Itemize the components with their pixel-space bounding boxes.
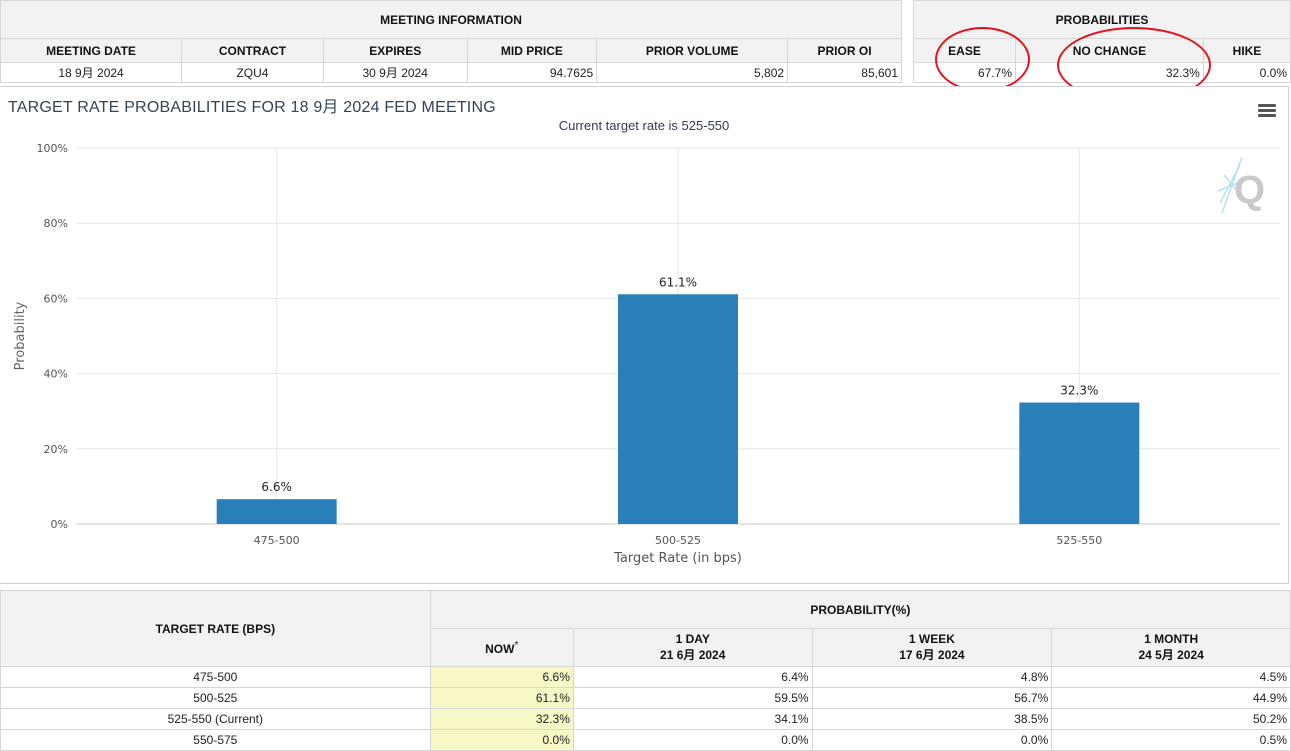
chart-panel: 0% 20% 40% 60% 80% 100% 6.6% 475-500 61.1% 500-52… — [0, 86, 1289, 584]
col-now: NOW* — [429, 628, 574, 667]
y-tick-label: 60% — [44, 292, 68, 305]
col-contract: CONTRACT — [181, 38, 324, 63]
one-day-cell: 6.4% — [572, 666, 813, 688]
data-label: 61.1% — [659, 275, 697, 289]
rate-cell: 525-550 (Current) — [0, 708, 431, 730]
now-cell: 6.6% — [429, 666, 574, 688]
x-tick-label: 475-500 — [254, 534, 300, 547]
probability-history-table: TARGET RATE (BPS) PROBABILITY(%) NOW* 1 … — [0, 590, 1291, 751]
y-tick-label: 80% — [44, 217, 68, 230]
one-week-cell: 0.0% — [811, 729, 1053, 751]
table-row: 475-500 6.6% 6.4% 4.8% 4.5% — [0, 666, 1291, 688]
table-row: 500-525 61.1% 59.5% 56.7% 44.9% — [0, 687, 1291, 709]
now-cell: 0.0% — [429, 729, 574, 751]
one-week-cell: 56.7% — [811, 687, 1053, 709]
data-label: 6.6% — [261, 480, 292, 494]
col-1-day: 1 DAY 21 6月 2024 — [572, 628, 813, 667]
probability-bar-chart: 0% 20% 40% 60% 80% 100% 6.6% 475-500 61.1% 500-52… — [13, 142, 1280, 566]
bar — [618, 294, 738, 524]
mid-price-value: 94.7625 — [466, 62, 598, 83]
y-tick-label: 40% — [44, 368, 68, 381]
col-1-week: 1 WEEK 17 6月 2024 — [811, 628, 1053, 667]
chart-subtitle: Current target rate is 525-550 — [558, 118, 730, 133]
col-ease: EASE — [913, 38, 1016, 63]
meeting-info-title: MEETING INFORMATION — [0, 0, 902, 39]
now-cell: 32.3% — [429, 708, 574, 730]
rate-cell: 500-525 — [0, 687, 431, 709]
probabilities-title: PROBABILITIES — [913, 0, 1291, 39]
col-prior-volume: PRIOR VOLUME — [596, 38, 789, 63]
col-meeting-date: MEETING DATE — [0, 38, 183, 63]
col-hike: HIKE — [1202, 38, 1291, 63]
hike-value: 0.0% — [1202, 62, 1291, 83]
prior-volume-value: 5,802 — [596, 62, 789, 83]
col-mid-price: MID PRICE — [466, 38, 598, 63]
now-cell: 61.1% — [429, 687, 574, 709]
one-month-cell: 0.5% — [1051, 729, 1291, 751]
one-month-cell: 44.9% — [1051, 687, 1291, 709]
expires-value: 30 9月 2024 — [322, 62, 468, 83]
data-label: 32.3% — [1060, 384, 1098, 398]
y-tick-label: 20% — [44, 443, 68, 456]
col-expires: EXPIRES — [322, 38, 468, 63]
rate-cell: 550-575 — [0, 729, 431, 751]
one-week-cell: 4.8% — [811, 666, 1053, 688]
probabilities-table: PROBABILITIES EASE NO CHANGE HIKE 67.7% … — [913, 0, 1291, 83]
y-tick-label: 100% — [37, 142, 68, 155]
target-rate-header: TARGET RATE (BPS) — [0, 590, 431, 667]
table-row: 525-550 (Current) 32.3% 34.1% 38.5% 50.2… — [0, 708, 1291, 730]
chart-title: TARGET RATE PROBABILITIES FOR 18 9月 2024… — [8, 99, 496, 116]
one-day-cell: 0.0% — [572, 729, 813, 751]
col-1-month: 1 MONTH 24 5月 2024 — [1051, 628, 1291, 667]
table-row: 550-575 0.0% 0.0% 0.0% 0.5% — [0, 729, 1291, 751]
x-axis-label: Target Rate (in bps) — [613, 551, 742, 566]
one-day-cell: 59.5% — [572, 687, 813, 709]
bar — [216, 499, 337, 524]
rate-cell: 475-500 — [0, 666, 431, 688]
col-prior-oi: PRIOR OI — [787, 38, 902, 63]
quikstrike-logo-icon: Q — [1217, 156, 1265, 214]
x-tick-label: 500-525 — [655, 534, 701, 547]
contract-value: ZQU4 — [181, 62, 324, 83]
meeting-info-table: MEETING INFORMATION MEETING DATE CONTRAC… — [0, 0, 902, 83]
col-no-change: NO CHANGE — [1015, 38, 1204, 63]
ease-value: 67.7% — [913, 62, 1016, 83]
bar — [1019, 402, 1140, 524]
probability-group-header: PROBABILITY(%) — [429, 590, 1291, 629]
y-axis-label: Probability — [13, 301, 28, 370]
one-month-cell: 50.2% — [1051, 708, 1291, 730]
one-month-cell: 4.5% — [1051, 666, 1291, 688]
no-change-value: 32.3% — [1015, 62, 1204, 83]
prior-oi-value: 85,601 — [787, 62, 902, 83]
one-week-cell: 38.5% — [811, 708, 1053, 730]
x-tick-label: 525-550 — [1056, 534, 1102, 547]
meeting-date-value: 18 9月 2024 — [0, 62, 183, 83]
hamburger-menu-icon[interactable] — [1258, 104, 1276, 118]
one-day-cell: 34.1% — [572, 708, 813, 730]
y-tick-label: 0% — [51, 518, 68, 531]
watermark-letter: Q — [1234, 168, 1265, 212]
